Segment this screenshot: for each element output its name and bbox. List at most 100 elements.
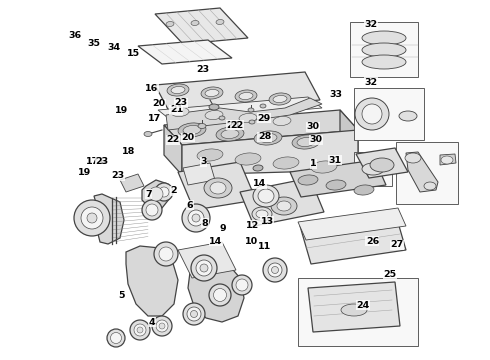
Ellipse shape — [171, 107, 189, 117]
Ellipse shape — [198, 123, 206, 129]
Text: 30: 30 — [309, 135, 322, 144]
Ellipse shape — [146, 204, 158, 216]
Ellipse shape — [205, 90, 219, 96]
Polygon shape — [155, 72, 320, 113]
Ellipse shape — [258, 189, 274, 203]
Text: 31: 31 — [329, 156, 342, 165]
Polygon shape — [356, 148, 408, 178]
Text: 12: 12 — [246, 220, 260, 230]
Ellipse shape — [191, 21, 199, 26]
Text: 7: 7 — [145, 190, 152, 199]
Ellipse shape — [277, 201, 291, 211]
Ellipse shape — [441, 156, 453, 164]
Polygon shape — [396, 142, 458, 204]
Ellipse shape — [271, 266, 278, 274]
Text: 15: 15 — [127, 49, 140, 58]
Ellipse shape — [362, 104, 382, 124]
Text: 18: 18 — [122, 147, 135, 156]
Ellipse shape — [362, 43, 406, 57]
Ellipse shape — [341, 304, 367, 316]
Polygon shape — [300, 212, 406, 264]
Ellipse shape — [292, 135, 320, 149]
Ellipse shape — [209, 284, 231, 306]
Text: 9: 9 — [220, 224, 226, 233]
Ellipse shape — [171, 86, 185, 94]
Polygon shape — [440, 154, 456, 165]
Text: 36: 36 — [68, 31, 81, 40]
Ellipse shape — [183, 303, 205, 325]
Ellipse shape — [269, 93, 291, 105]
Polygon shape — [298, 278, 418, 346]
Text: 22: 22 — [230, 121, 244, 130]
Ellipse shape — [81, 207, 103, 229]
Ellipse shape — [399, 111, 417, 121]
Ellipse shape — [260, 104, 266, 108]
Ellipse shape — [111, 333, 122, 343]
Ellipse shape — [252, 207, 272, 221]
Ellipse shape — [137, 327, 143, 333]
Polygon shape — [126, 246, 178, 316]
Polygon shape — [178, 242, 236, 278]
Text: 5: 5 — [118, 291, 125, 300]
Ellipse shape — [219, 116, 225, 120]
Ellipse shape — [182, 204, 210, 232]
Ellipse shape — [263, 116, 269, 120]
Ellipse shape — [210, 182, 226, 194]
Ellipse shape — [273, 157, 299, 169]
Ellipse shape — [273, 116, 291, 126]
Text: 6: 6 — [187, 201, 194, 210]
Text: 4: 4 — [148, 318, 155, 327]
Polygon shape — [164, 125, 182, 175]
Text: 20: 20 — [227, 121, 240, 130]
Text: 20: 20 — [152, 99, 165, 108]
Ellipse shape — [205, 111, 223, 120]
Polygon shape — [298, 208, 406, 240]
Text: 29: 29 — [257, 113, 270, 122]
Polygon shape — [182, 130, 358, 175]
Polygon shape — [120, 174, 144, 192]
Text: 27: 27 — [390, 240, 404, 249]
Ellipse shape — [362, 55, 406, 69]
Text: 19: 19 — [115, 107, 128, 115]
Text: 8: 8 — [201, 219, 208, 228]
Text: 11: 11 — [258, 242, 271, 251]
Ellipse shape — [221, 130, 239, 139]
Ellipse shape — [191, 310, 197, 318]
Ellipse shape — [236, 279, 248, 291]
Polygon shape — [240, 178, 324, 226]
Text: 16: 16 — [94, 157, 107, 166]
Ellipse shape — [209, 104, 219, 110]
Ellipse shape — [204, 178, 232, 198]
Text: 23: 23 — [111, 171, 124, 180]
Text: 23: 23 — [175, 98, 188, 107]
Ellipse shape — [192, 214, 200, 222]
Polygon shape — [290, 160, 386, 197]
Polygon shape — [183, 163, 215, 185]
Ellipse shape — [424, 182, 436, 190]
Ellipse shape — [254, 131, 282, 145]
Text: 10: 10 — [245, 237, 258, 246]
Polygon shape — [158, 97, 322, 121]
Ellipse shape — [196, 260, 212, 276]
Text: 19: 19 — [77, 168, 91, 177]
Ellipse shape — [167, 84, 189, 96]
Ellipse shape — [188, 210, 204, 226]
Ellipse shape — [232, 275, 252, 295]
Text: 24: 24 — [356, 301, 369, 310]
Text: 23: 23 — [96, 157, 108, 166]
Polygon shape — [354, 88, 424, 140]
Ellipse shape — [268, 263, 282, 277]
Ellipse shape — [191, 255, 217, 281]
Text: 35: 35 — [88, 40, 100, 49]
Text: 26: 26 — [366, 237, 379, 246]
Text: 28: 28 — [258, 132, 271, 141]
Polygon shape — [155, 8, 248, 44]
Polygon shape — [308, 282, 400, 332]
Ellipse shape — [256, 210, 268, 218]
Text: 3: 3 — [200, 158, 207, 166]
Ellipse shape — [311, 161, 337, 173]
Ellipse shape — [159, 247, 173, 261]
Ellipse shape — [239, 113, 257, 122]
Polygon shape — [166, 98, 322, 130]
Text: 14: 14 — [253, 179, 267, 188]
